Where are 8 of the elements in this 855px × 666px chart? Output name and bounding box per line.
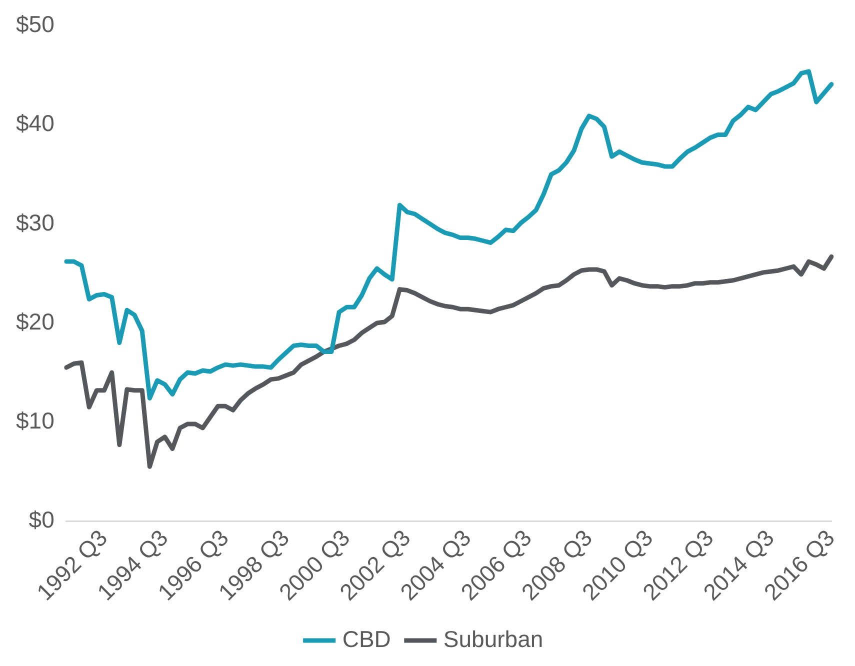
y-tick-label: $0 — [28, 506, 54, 532]
y-tick-label: $10 — [16, 407, 54, 434]
legend-label: Suburban — [443, 626, 544, 652]
y-tick-label: $40 — [16, 110, 54, 136]
legend-label: CBD — [342, 626, 391, 652]
y-tick-label: $30 — [16, 209, 54, 236]
y-tick-label: $20 — [16, 308, 54, 334]
y-tick-label: $50 — [16, 11, 54, 38]
